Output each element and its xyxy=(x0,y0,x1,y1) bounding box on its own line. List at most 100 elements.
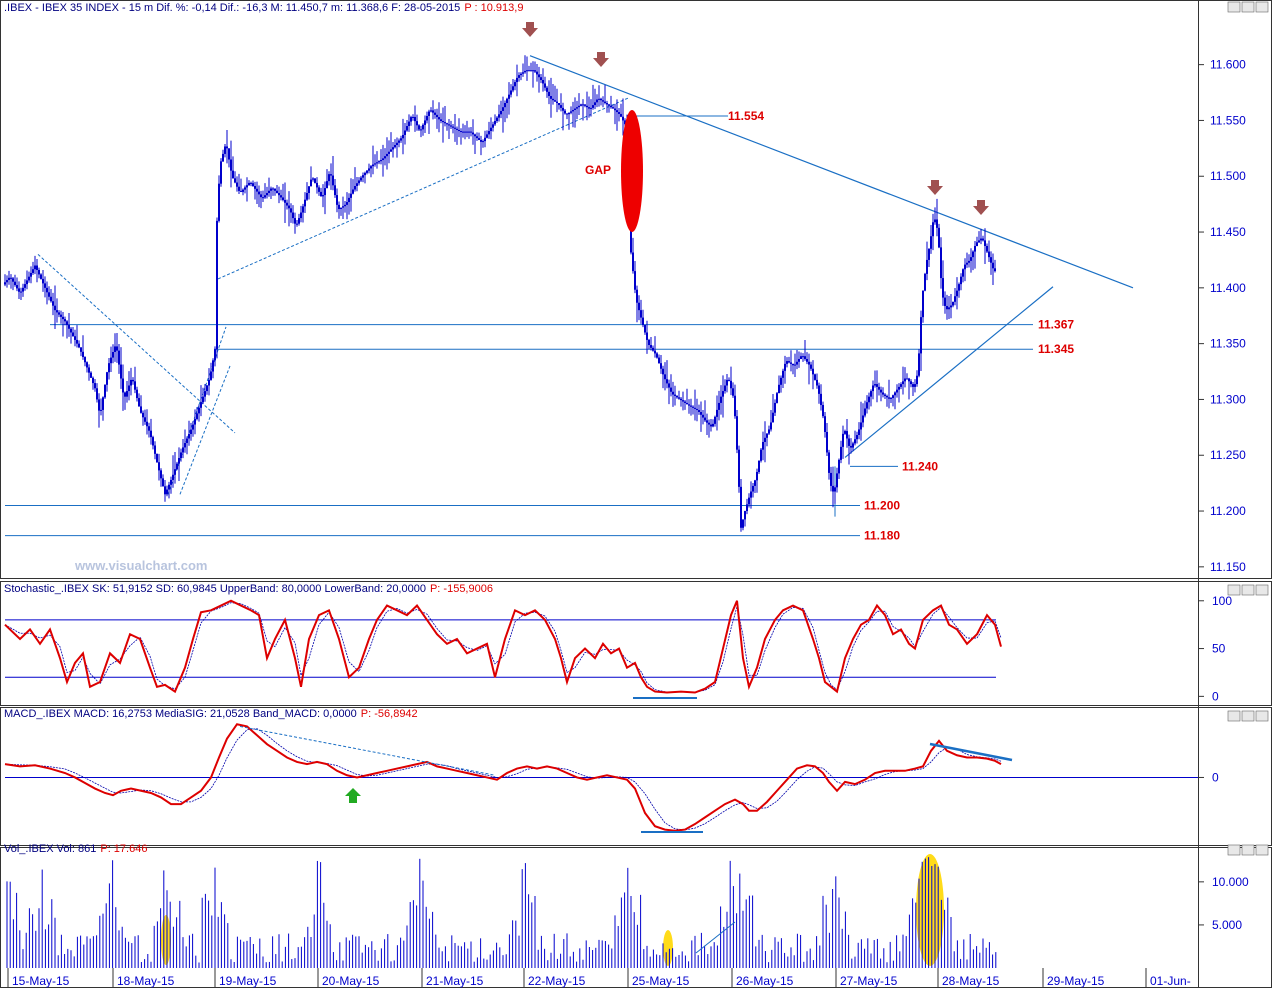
close-button[interactable] xyxy=(1255,710,1269,722)
candle-body xyxy=(898,386,900,390)
candle-body xyxy=(344,204,346,207)
candle-body xyxy=(142,412,144,418)
candle-body xyxy=(298,218,300,224)
candle-body xyxy=(670,387,672,392)
candle-body xyxy=(730,380,732,389)
candle-body xyxy=(484,137,486,142)
candle-body xyxy=(458,129,460,132)
minimize-button[interactable] xyxy=(1227,710,1241,722)
candle-body xyxy=(560,105,562,108)
y-tick-label: 11.150 xyxy=(1210,560,1246,574)
candle-body xyxy=(926,259,928,274)
candle-body xyxy=(680,398,682,401)
candle-body xyxy=(398,140,400,143)
candle-body xyxy=(610,105,612,108)
minimize-button[interactable] xyxy=(1227,844,1241,856)
candle-body xyxy=(888,397,890,399)
candle-body xyxy=(600,98,602,101)
trendlines xyxy=(37,55,1134,495)
candle-body xyxy=(100,409,102,411)
candle-body xyxy=(850,445,852,448)
candle-body xyxy=(774,402,776,413)
candle-body xyxy=(826,431,828,453)
candle-body xyxy=(788,361,790,363)
candle-body xyxy=(602,100,604,102)
candle-body xyxy=(62,316,64,320)
candle-body xyxy=(492,124,494,128)
candle-body xyxy=(386,153,388,157)
candle-body xyxy=(772,412,774,423)
candle-body xyxy=(706,420,708,423)
candle-body xyxy=(508,94,510,99)
candle-body xyxy=(84,357,86,363)
candle-body xyxy=(434,112,436,115)
close-button[interactable] xyxy=(1255,1,1269,13)
minimize-button[interactable] xyxy=(1227,584,1241,596)
candle-body xyxy=(170,479,172,485)
candle-body xyxy=(824,416,826,432)
candle-body xyxy=(504,103,506,108)
x-tick-label: 18-May-15 xyxy=(117,974,175,988)
minimize-button[interactable] xyxy=(1227,1,1241,13)
macd-signal-line xyxy=(4,728,1002,831)
volume-highlight xyxy=(161,915,171,965)
candle-body xyxy=(556,101,558,104)
candle-body xyxy=(42,278,44,284)
candle-body xyxy=(928,248,930,260)
y-tick-label: 11.400 xyxy=(1210,281,1246,295)
candle-body xyxy=(66,321,68,326)
candle-body xyxy=(618,112,620,114)
candle-body xyxy=(438,117,440,120)
candle-body xyxy=(552,98,554,101)
candle-body xyxy=(148,426,150,431)
candle-body xyxy=(328,174,330,182)
candle-body xyxy=(676,395,678,398)
x-tick-label: 29-May-15 xyxy=(1047,974,1105,988)
candle-body xyxy=(354,186,356,190)
y-tick-label: 0 xyxy=(1212,770,1219,784)
candle-body xyxy=(950,305,952,308)
candle-body xyxy=(12,278,14,282)
candle-body xyxy=(890,398,892,400)
candle-body xyxy=(210,371,212,380)
candle-body xyxy=(60,314,62,317)
candle-body xyxy=(212,360,214,372)
macd-header-text: MACD_.IBEX MACD: 16,2753 MediaSIG: 21,05… xyxy=(4,708,418,720)
candle-body xyxy=(52,301,54,306)
maximize-button[interactable] xyxy=(1241,1,1255,13)
stoch-k-line xyxy=(4,599,1002,694)
candle-body xyxy=(112,352,114,358)
maximize-button[interactable] xyxy=(1241,844,1255,856)
candle-body xyxy=(482,141,484,143)
down-arrow-icon xyxy=(593,52,609,67)
candle-body xyxy=(704,417,706,421)
candle-body xyxy=(838,459,840,474)
maximize-button[interactable] xyxy=(1241,710,1255,722)
candle-body xyxy=(606,103,608,105)
candle-body xyxy=(300,212,302,219)
candle-body xyxy=(462,131,464,133)
y-tick-label: 11.550 xyxy=(1210,113,1246,127)
candle-body xyxy=(650,345,652,348)
candle-body xyxy=(934,219,936,223)
candle-body xyxy=(678,397,680,399)
candle-body xyxy=(766,433,768,438)
candle-body xyxy=(166,489,168,495)
volume-header-text: Vol_.IBEX Vol: 861 P: 17.646 xyxy=(4,843,147,855)
candle-body xyxy=(580,104,582,106)
candle-body xyxy=(512,86,514,91)
candle-body xyxy=(962,269,964,277)
candle-body xyxy=(296,223,298,225)
maximize-button[interactable] xyxy=(1241,584,1255,596)
close-button[interactable] xyxy=(1255,584,1269,596)
close-button[interactable] xyxy=(1255,844,1269,856)
candle-body xyxy=(384,156,386,159)
candle-body xyxy=(294,218,296,224)
candle-body xyxy=(470,131,472,133)
candle-body xyxy=(402,134,404,139)
candle-body xyxy=(380,160,382,162)
candle-body xyxy=(4,282,6,285)
candle-body xyxy=(614,108,616,111)
candle-body xyxy=(686,402,688,405)
